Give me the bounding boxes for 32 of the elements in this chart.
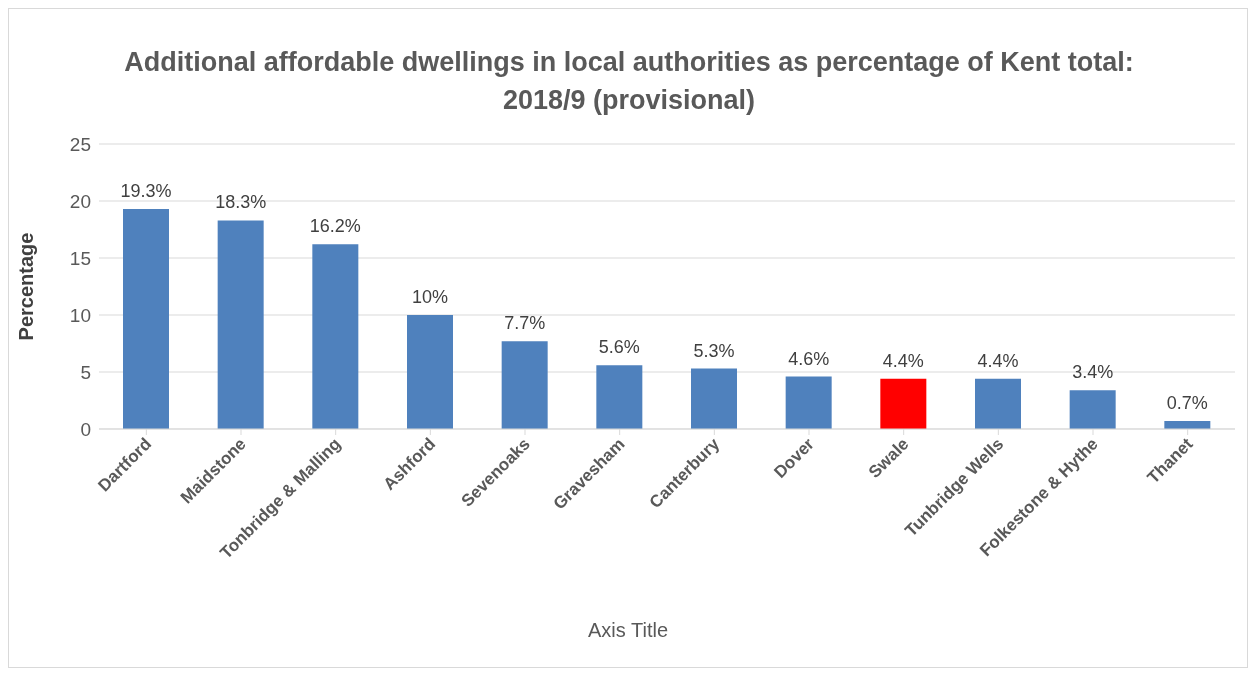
data-label: 3.4% [1072,362,1114,383]
y-tick-label: 10 [69,304,91,326]
bar [691,368,737,429]
data-label: 4.4% [977,350,1019,371]
bar [312,244,359,429]
bar [596,365,643,429]
y-tick-label: 15 [69,247,91,269]
data-label: 4.6% [788,348,830,369]
bar [880,378,927,429]
x-axis-title: Axis Title [587,619,669,642]
bar [123,208,169,429]
data-label: 10% [411,287,449,307]
data-label: 5.6% [598,337,640,358]
data-label: 7.7% [504,313,546,334]
y-tick-label: 25 [69,133,91,155]
bar [975,378,1021,429]
y-tick-label: 5 [80,361,91,383]
bar [501,341,548,429]
bar [785,376,832,429]
data-label: 4.4% [882,350,924,371]
y-axis-title: Percentage [15,232,38,341]
bar [1069,390,1116,429]
data-label: 19.3% [120,180,172,201]
data-label: 0.7% [1166,393,1208,414]
bar [407,315,453,429]
data-label: 16.2% [309,216,361,237]
y-tick-label: 0 [80,418,91,440]
y-tick-label: 20 [69,190,91,212]
data-label: 5.3% [693,340,735,361]
data-label: 18.3% [215,192,267,213]
chart-title: Additional affordable dwellings in local authorities as percentage of Kent total: 2018/9 (provisional) [123,46,1135,117]
bar [217,220,264,429]
